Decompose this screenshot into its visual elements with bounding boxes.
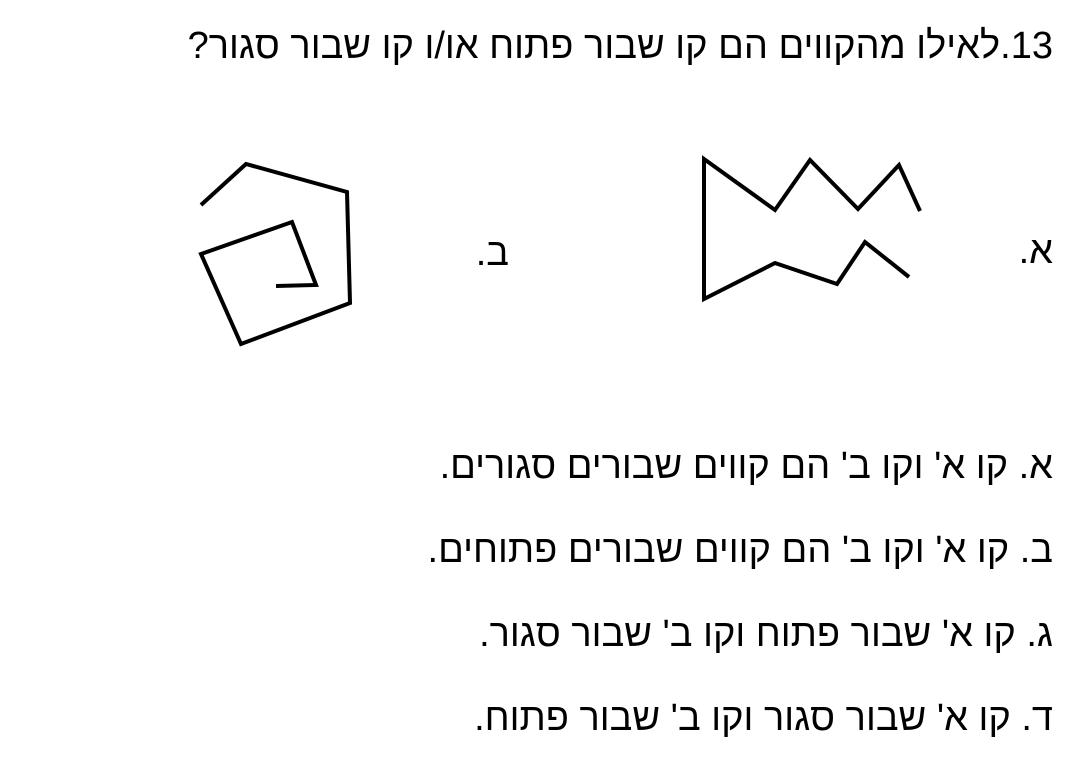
answer-options: א. קו א' וקו ב' הם קווים שבורים סגורים. … — [13, 436, 1053, 772]
answer-option-c[interactable]: ג. קו א' שבור פתוח וקו ב' שבור סגור. — [479, 613, 1053, 655]
figure-label-b: ב. — [475, 232, 509, 274]
figure-b-polyline — [198, 161, 353, 347]
figures-canvas — [198, 155, 922, 347]
answer-option-b[interactable]: ב. קו א' וקו ב' הם קווים שבורים פתוחים. — [427, 529, 1053, 571]
figure-label-a: א. — [1018, 230, 1053, 272]
figure-a-polyline — [702, 155, 922, 303]
question-title: 13.לאילו מהקווים הם קו שבור פתוח או/ו קו… — [187, 25, 1053, 67]
answer-option-a[interactable]: א. קו א' וקו ב' הם קווים שבורים סגורים. — [439, 445, 1053, 487]
answer-option-d[interactable]: ד. קו א' שבור סגור וקו ב' שבור פתוח. — [474, 697, 1053, 739]
